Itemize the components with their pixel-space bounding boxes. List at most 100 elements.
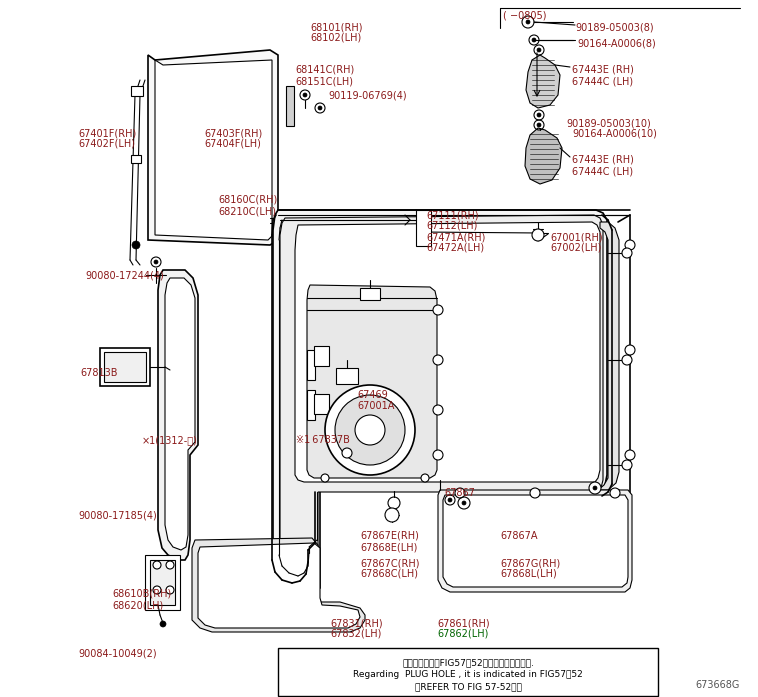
- Circle shape: [318, 106, 322, 110]
- Text: 67867A: 67867A: [500, 531, 537, 541]
- Circle shape: [166, 561, 174, 569]
- Text: 67868E(LH): 67868E(LH): [360, 542, 418, 552]
- Text: 67867: 67867: [444, 488, 475, 498]
- Circle shape: [160, 621, 166, 627]
- Polygon shape: [155, 60, 272, 240]
- Bar: [307, 350, 315, 380]
- Polygon shape: [165, 278, 195, 550]
- Text: 90080-17185(4): 90080-17185(4): [78, 510, 157, 520]
- Text: 67471A(RH): 67471A(RH): [426, 232, 485, 242]
- Bar: [278, 648, 658, 696]
- Circle shape: [526, 20, 530, 24]
- Circle shape: [530, 488, 540, 498]
- Text: 68210C(LH): 68210C(LH): [218, 206, 276, 216]
- Bar: [100, 348, 150, 386]
- Text: 90164-A0006(10): 90164-A0006(10): [572, 129, 657, 139]
- Bar: [318, 210, 326, 228]
- Bar: [249, 86, 261, 96]
- Circle shape: [610, 488, 620, 498]
- Circle shape: [335, 395, 405, 465]
- Text: プラグホールはFIG57－52に掃載してあります.: プラグホールはFIG57－52に掃載してあります.: [402, 658, 534, 667]
- Text: 67868C(LH): 67868C(LH): [360, 569, 418, 579]
- Text: 67832(LH): 67832(LH): [330, 629, 381, 639]
- Text: 67002(LH): 67002(LH): [550, 243, 601, 253]
- Text: 67001(RH): 67001(RH): [550, 232, 603, 242]
- Polygon shape: [148, 50, 278, 245]
- Circle shape: [303, 93, 307, 97]
- Text: ×1(1312-　): ×1(1312- ): [142, 435, 198, 445]
- Text: 68102(LH): 68102(LH): [310, 33, 362, 43]
- Text: 67867C(RH): 67867C(RH): [360, 558, 419, 568]
- Text: 68141C(RH): 68141C(RH): [295, 65, 354, 75]
- Text: 68101(RH): 68101(RH): [310, 22, 362, 32]
- Text: ( −0805): ( −0805): [503, 10, 547, 20]
- Text: 68160C(RH): 68160C(RH): [218, 195, 277, 205]
- Bar: [336, 368, 358, 384]
- Circle shape: [433, 355, 443, 365]
- Text: 67472A(LH): 67472A(LH): [426, 243, 484, 253]
- Text: Regarding  PLUG HOLE , it is indicated in FIG57－52: Regarding PLUG HOLE , it is indicated in…: [353, 670, 583, 679]
- Text: 68151C(LH): 68151C(LH): [295, 76, 353, 86]
- Text: 68620(LH): 68620(LH): [112, 600, 163, 610]
- Circle shape: [462, 501, 466, 505]
- Text: 90189-05003(8): 90189-05003(8): [575, 22, 653, 32]
- Bar: [360, 288, 380, 300]
- Circle shape: [342, 448, 352, 458]
- Circle shape: [151, 257, 161, 267]
- Circle shape: [537, 48, 541, 52]
- Text: 90164-A0006(8): 90164-A0006(8): [577, 38, 656, 48]
- Circle shape: [532, 229, 544, 241]
- Polygon shape: [158, 270, 198, 560]
- Polygon shape: [443, 495, 628, 587]
- Circle shape: [385, 508, 399, 522]
- Text: 67404F(LH): 67404F(LH): [204, 139, 261, 149]
- Polygon shape: [280, 215, 603, 616]
- Circle shape: [321, 474, 329, 482]
- Circle shape: [625, 345, 635, 355]
- Text: 68610B(RH): 68610B(RH): [112, 589, 171, 599]
- Text: 67831(RH): 67831(RH): [330, 618, 383, 628]
- Text: ※1 67837B: ※1 67837B: [296, 435, 350, 445]
- Bar: [145, 555, 180, 610]
- Text: 90080-17244(4): 90080-17244(4): [85, 270, 164, 280]
- Text: 67862(LH): 67862(LH): [437, 629, 488, 639]
- Text: 67443E (RH): 67443E (RH): [572, 65, 634, 75]
- Circle shape: [593, 486, 597, 490]
- Text: 67443E (RH): 67443E (RH): [572, 155, 634, 165]
- Text: 67469: 67469: [357, 390, 388, 400]
- Circle shape: [433, 450, 443, 460]
- Circle shape: [589, 482, 601, 494]
- Bar: [131, 86, 143, 96]
- Circle shape: [355, 415, 385, 445]
- Circle shape: [325, 385, 415, 475]
- Circle shape: [166, 586, 174, 594]
- Polygon shape: [295, 222, 600, 482]
- Text: 67444C (LH): 67444C (LH): [572, 76, 633, 86]
- Bar: [416, 210, 431, 246]
- Circle shape: [622, 248, 632, 258]
- Bar: [131, 155, 141, 163]
- Polygon shape: [198, 543, 360, 628]
- Circle shape: [448, 498, 452, 502]
- Text: 67112(LH): 67112(LH): [426, 221, 478, 231]
- Circle shape: [532, 38, 536, 42]
- Bar: [249, 160, 259, 168]
- Text: 67813B: 67813B: [80, 368, 117, 378]
- Circle shape: [537, 113, 541, 117]
- Polygon shape: [192, 538, 365, 632]
- Text: 67867E(RH): 67867E(RH): [360, 531, 419, 541]
- Circle shape: [154, 260, 158, 264]
- Circle shape: [433, 405, 443, 415]
- Text: 67867G(RH): 67867G(RH): [500, 558, 560, 568]
- Text: 673668G: 673668G: [695, 680, 739, 690]
- Bar: [286, 86, 294, 126]
- Polygon shape: [526, 55, 560, 108]
- Bar: [314, 394, 329, 414]
- Text: 90084-10049(2): 90084-10049(2): [78, 648, 157, 658]
- Text: 90189-05003(10): 90189-05003(10): [566, 118, 651, 128]
- Text: 67861(RH): 67861(RH): [437, 618, 490, 628]
- Polygon shape: [307, 285, 437, 478]
- Text: 67403F(RH): 67403F(RH): [204, 128, 262, 138]
- Circle shape: [455, 488, 465, 498]
- Bar: [104, 352, 146, 382]
